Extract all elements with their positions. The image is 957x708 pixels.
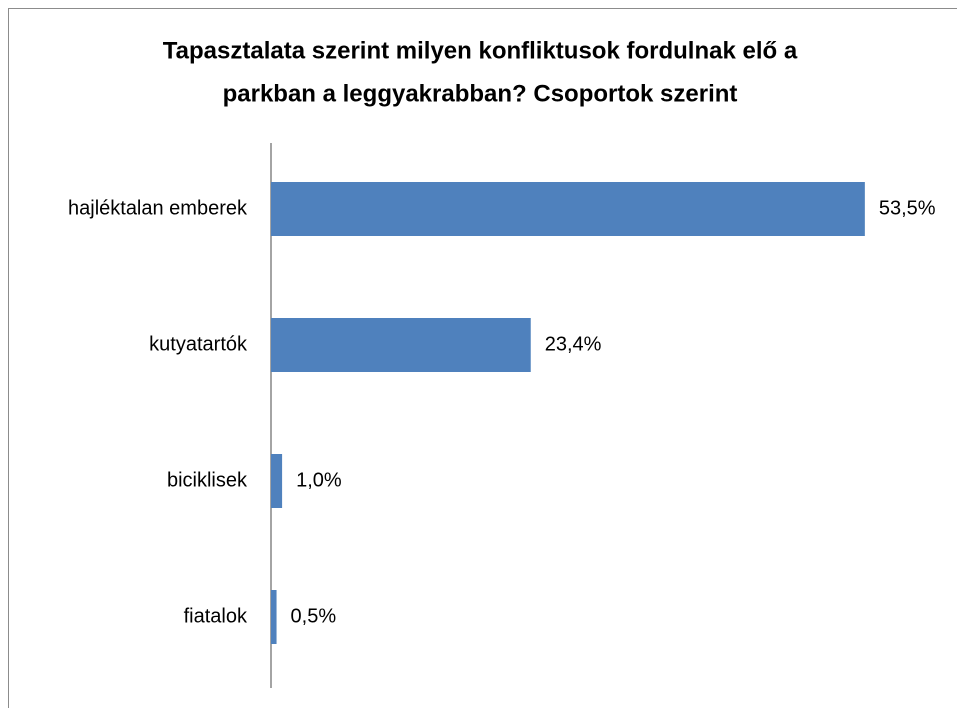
category-label: fiatalok	[184, 605, 248, 627]
value-label: 53,5%	[879, 197, 936, 219]
chart-title: parkban a leggyakrabban? Csoportok szeri…	[223, 80, 738, 107]
chart-frame	[8, 8, 957, 708]
bar	[271, 318, 531, 372]
bar	[271, 590, 277, 644]
value-label: 0,5%	[291, 605, 337, 627]
value-label: 1,0%	[296, 469, 342, 491]
bar	[271, 182, 865, 236]
category-label: biciklisek	[167, 469, 248, 491]
category-label: hajléktalan emberek	[68, 197, 248, 219]
bar	[271, 454, 283, 508]
chart-title: Tapasztalata szerint milyen konfliktusok…	[163, 37, 798, 64]
category-label: kutyatartók	[149, 333, 248, 355]
value-label: 23,4%	[545, 333, 602, 355]
